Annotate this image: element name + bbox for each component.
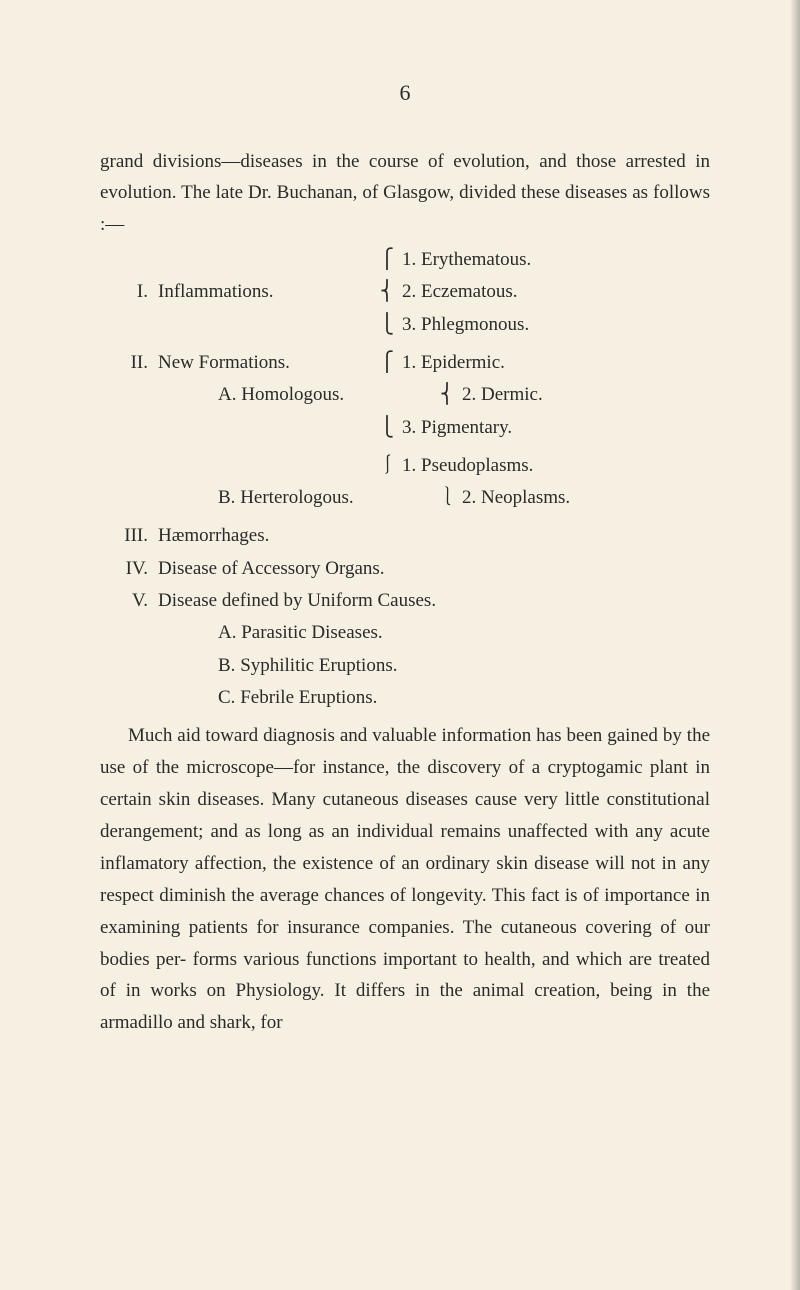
outline-section-iv: IV. Disease of Accessory Organs.	[100, 553, 710, 585]
brace-icon: ⎩	[378, 412, 396, 444]
brace-icon: ⎨	[438, 379, 456, 411]
roman-numeral: V.	[100, 585, 158, 617]
brace-icon: ⎧	[378, 244, 396, 276]
outline-section-ii-a: II. New Formations. ⎧ 1. Epidermic. A. H…	[100, 347, 710, 444]
roman-numeral: III.	[100, 520, 158, 552]
outline-v-a: A. Parasitic Diseases.	[100, 617, 710, 649]
outline-section-i: ⎧ 1. Erythematous. I. Inflammations. ⎨ 2…	[100, 244, 710, 341]
outline-v-b: B. Syphilitic Eruptions.	[100, 650, 710, 682]
sub-num: 2.	[402, 281, 416, 302]
sub-text: Pigmentary.	[421, 417, 512, 438]
sub-text: Erythematous.	[421, 249, 531, 270]
sub-num: 2.	[462, 384, 476, 405]
sub-text: Phlegmonous.	[421, 314, 529, 335]
brace-icon: ⎱	[438, 482, 456, 514]
outline-letter: C.	[218, 687, 235, 708]
outline-label: Syphilitic Eruptions.	[240, 655, 397, 676]
body-paragraph: Much aid toward diagnosis and valuable i…	[100, 720, 710, 1039]
brace-icon: ⎧	[378, 347, 396, 379]
outline-section-iii: III. Hæmorrhages.	[100, 520, 710, 552]
page-number: 6	[100, 80, 710, 106]
outline-letter: B.	[218, 487, 235, 508]
brace-icon: ⎩	[378, 309, 396, 341]
outline-letter: B.	[218, 655, 235, 676]
outline-label: Disease of Accessory Organs.	[158, 553, 385, 585]
sub-num: 1.	[402, 455, 416, 476]
page-container: 6 grand divisions—diseases in the course…	[0, 0, 800, 1118]
sub-text: Epidermic.	[421, 352, 505, 373]
sub-num: 1.	[402, 249, 416, 270]
outline-label: Disease defined by Uniform Causes.	[158, 585, 436, 617]
sub-text: Neoplasms.	[481, 487, 570, 508]
outline-label: Inflammations.	[158, 276, 378, 308]
sub-text: Eczematous.	[421, 281, 518, 302]
sub-num: 3.	[402, 314, 416, 335]
sub-num: 3.	[402, 417, 416, 438]
outline-label: Homologous.	[241, 384, 344, 405]
outline-label: Parasitic Diseases.	[241, 622, 382, 643]
intro-paragraph: grand divisions—diseases in the course o…	[100, 146, 710, 240]
outline-section-ii-b: ⎰ 1. Pseudoplasms. B. Herterologous. ⎱ 2…	[100, 450, 710, 515]
brace-icon: ⎰	[378, 450, 396, 482]
brace-icon: ⎨	[378, 276, 396, 308]
sub-num: 2.	[462, 487, 476, 508]
roman-numeral: II.	[100, 347, 158, 379]
outline-label: Hæmorrhages.	[158, 520, 269, 552]
page-edge-shadow	[790, 0, 800, 1290]
outline-label: New Formations.	[158, 347, 378, 379]
outline-label: Febrile Eruptions.	[240, 687, 377, 708]
roman-numeral: IV.	[100, 553, 158, 585]
sub-text: Dermic.	[481, 384, 543, 405]
outline-v-c: C. Febrile Eruptions.	[100, 682, 710, 714]
sub-text: Pseudoplasms.	[421, 455, 533, 476]
outline-section-v: V. Disease defined by Uniform Causes.	[100, 585, 710, 617]
sub-num: 1.	[402, 352, 416, 373]
outline-letter: A.	[218, 384, 236, 405]
roman-numeral: I.	[100, 276, 158, 308]
outline-letter: A.	[218, 622, 236, 643]
outline-label: Herterologous.	[240, 487, 353, 508]
